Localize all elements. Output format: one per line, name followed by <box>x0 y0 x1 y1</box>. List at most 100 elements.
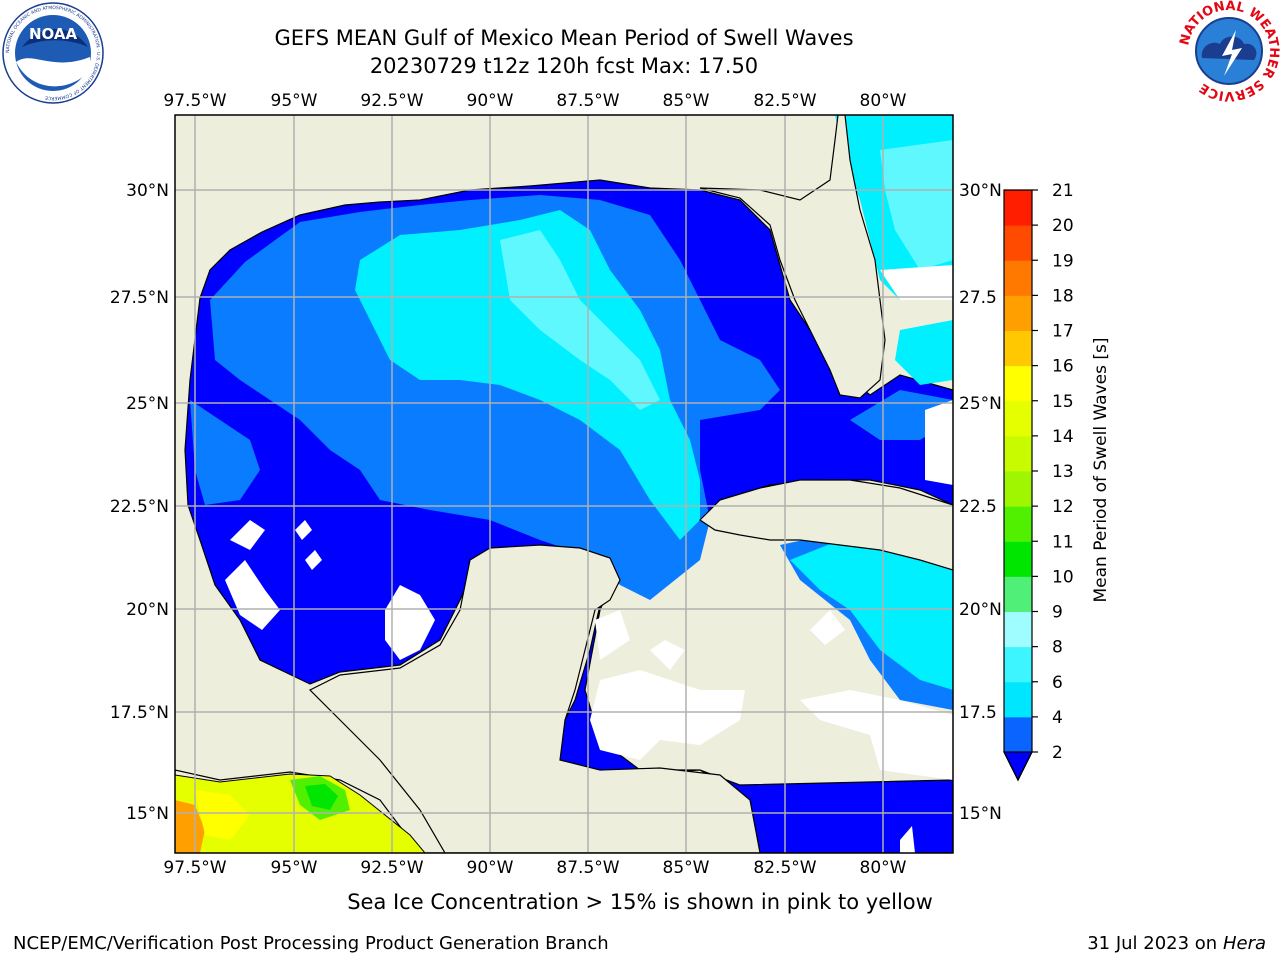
lat-label: 17.5 <box>959 703 997 723</box>
yucatan-land <box>175 544 761 853</box>
colorbar-segment <box>1004 506 1032 542</box>
lat-label: 27.5°N <box>110 288 169 308</box>
colorbar-segment <box>1004 576 1032 612</box>
colorbar-tick-label: 16 <box>1052 357 1074 377</box>
colorbar-segment <box>1004 471 1032 507</box>
colorbar-tick-label: 6 <box>1052 673 1063 693</box>
lat-label: 30°N <box>126 181 169 201</box>
lat-label: 15°N <box>126 804 169 824</box>
missing-data-patch <box>295 520 312 540</box>
colorbar-segment <box>1004 225 1032 261</box>
colorbar-segment <box>1004 435 1032 472</box>
missing-data-patch <box>900 826 915 853</box>
colorbar-tick-label: 20 <box>1052 216 1074 236</box>
lat-label: 25°N <box>126 394 169 414</box>
lon-labels-bottom: 97.5°W 95°W 92.5°W 90°W 87.5°W 85°W 82.5°W 80°W <box>163 858 906 878</box>
colorbar-outline <box>1003 189 1033 782</box>
swell-band-6-8 <box>500 230 660 410</box>
noaa-logo: NOAA NATIONAL OCEANIC AND ATMOSPHERIC AD… <box>2 2 104 104</box>
colorbar-segment <box>1004 541 1032 577</box>
colorbar-tick-label: 13 <box>1052 462 1074 482</box>
colorbar-tick-label: 19 <box>1052 251 1074 271</box>
swell-band-2-4-west <box>190 400 260 505</box>
noaa-logo-text: NOAA <box>29 25 78 43</box>
lon-label: 87.5°W <box>556 858 619 878</box>
colorbar-segment <box>1004 330 1032 367</box>
colorbar-tick-label: 2 <box>1052 743 1063 763</box>
lat-labels-right: 30°N 27.5 25°N 22.5 20°N 17.5 15°N <box>959 181 1002 824</box>
map-subtitle: 20230729 t12z 120h fcst Max: 17.50 <box>369 54 759 78</box>
colorbar-tick-label: 12 <box>1052 497 1074 517</box>
missing-data-patch <box>385 585 435 660</box>
colorbar-segment <box>1004 646 1032 683</box>
colorbar-tick-label: 15 <box>1052 392 1074 412</box>
lat-label: 15°N <box>959 804 1002 824</box>
missing-data-patch <box>925 400 953 485</box>
map-title: GEFS MEAN Gulf of Mexico Mean Period of … <box>274 26 854 50</box>
colorbar-tick-label: 21 <box>1052 181 1074 201</box>
missing-data-patch <box>810 610 845 645</box>
lon-label: 97.5°W <box>163 858 226 878</box>
lat-label: 20°N <box>959 600 1002 620</box>
lat-label: 27.5 <box>959 288 997 308</box>
swell-band-4-6-caribbean <box>790 540 953 690</box>
sea-ice-region-yellow <box>195 790 250 840</box>
lat-label: 22.5°N <box>110 497 169 517</box>
colorbar-segment <box>1004 260 1032 296</box>
colorbar-segment <box>1004 716 1032 753</box>
lat-label: 30°N <box>959 181 1002 201</box>
colorbar: 2 4 6 8 9 10 11 12 13 14 15 16 17 18 19 20 21 <box>1003 181 1074 782</box>
nws-logo: NATIONAL WEATHER SERVICE <box>1178 0 1280 102</box>
lat-label: 20°N <box>126 600 169 620</box>
footer-date-text: 31 Jul 2023 on <box>1087 933 1223 954</box>
lon-label: 92.5°W <box>360 91 423 111</box>
colorbar-label: Mean Period of Swell Waves [s] <box>1091 338 1111 603</box>
swell-band-4-6 <box>355 210 700 540</box>
lon-label: 95°W <box>271 91 318 111</box>
lon-label: 82.5°W <box>753 91 816 111</box>
missing-data-patch <box>650 640 685 670</box>
colorbar-segment <box>1004 295 1032 331</box>
colorbar-segment <box>1004 365 1032 402</box>
lon-label: 92.5°W <box>360 858 423 878</box>
missing-data-patch <box>305 550 322 570</box>
lon-label: 85°W <box>663 91 710 111</box>
missing-data-patch <box>880 265 953 300</box>
colorbar-tick-label: 9 <box>1052 603 1063 623</box>
lon-labels-top: 97.5°W 95°W 92.5°W 90°W 87.5°W 85°W 82.5°W 80°W <box>163 91 906 111</box>
lon-label: 80°W <box>860 858 907 878</box>
swell-band-6-8-atlantic <box>880 140 953 270</box>
footer-branch: NCEP/EMC/Verification Post Processing Pr… <box>13 933 609 954</box>
lon-label: 95°W <box>271 858 318 878</box>
missing-data-patch <box>590 670 745 760</box>
colorbar-tick-label: 11 <box>1052 532 1074 552</box>
colorbar-tick-label: 14 <box>1052 427 1074 447</box>
lon-label: 90°W <box>467 91 514 111</box>
missing-data-patch <box>225 560 280 630</box>
lat-label: 22.5 <box>959 497 997 517</box>
colorbar-tick-label: 10 <box>1052 567 1074 587</box>
lon-label: 87.5°W <box>556 91 619 111</box>
lightning-icon <box>1222 30 1242 76</box>
map-frame <box>174 114 954 854</box>
map-grid <box>175 115 953 853</box>
colorbar-segment <box>1004 611 1032 648</box>
swell-band-4-6-bahamas <box>895 320 953 385</box>
lon-label: 85°W <box>663 858 710 878</box>
lon-label: 97.5°W <box>163 91 226 111</box>
sea-ice-note: Sea Ice Concentration > 15% is shown in … <box>347 890 933 914</box>
lon-label: 80°W <box>860 91 907 111</box>
colorbar-segment <box>1004 400 1032 437</box>
colorbar-segment <box>1004 190 1032 226</box>
lat-label: 17.5°N <box>110 703 169 723</box>
sea-ice-region-green-core <box>305 784 338 810</box>
colorbar-tick-label: 8 <box>1052 638 1063 658</box>
lat-label: 25°N <box>959 394 1002 414</box>
colorbar-segment <box>1004 681 1032 718</box>
cuba-land <box>699 479 953 571</box>
missing-data-patch <box>595 610 630 660</box>
map-plot-area <box>175 115 953 853</box>
footer-host: Hera <box>1222 933 1266 954</box>
footer-date: 31 Jul 2023 on Hera <box>1087 933 1266 954</box>
